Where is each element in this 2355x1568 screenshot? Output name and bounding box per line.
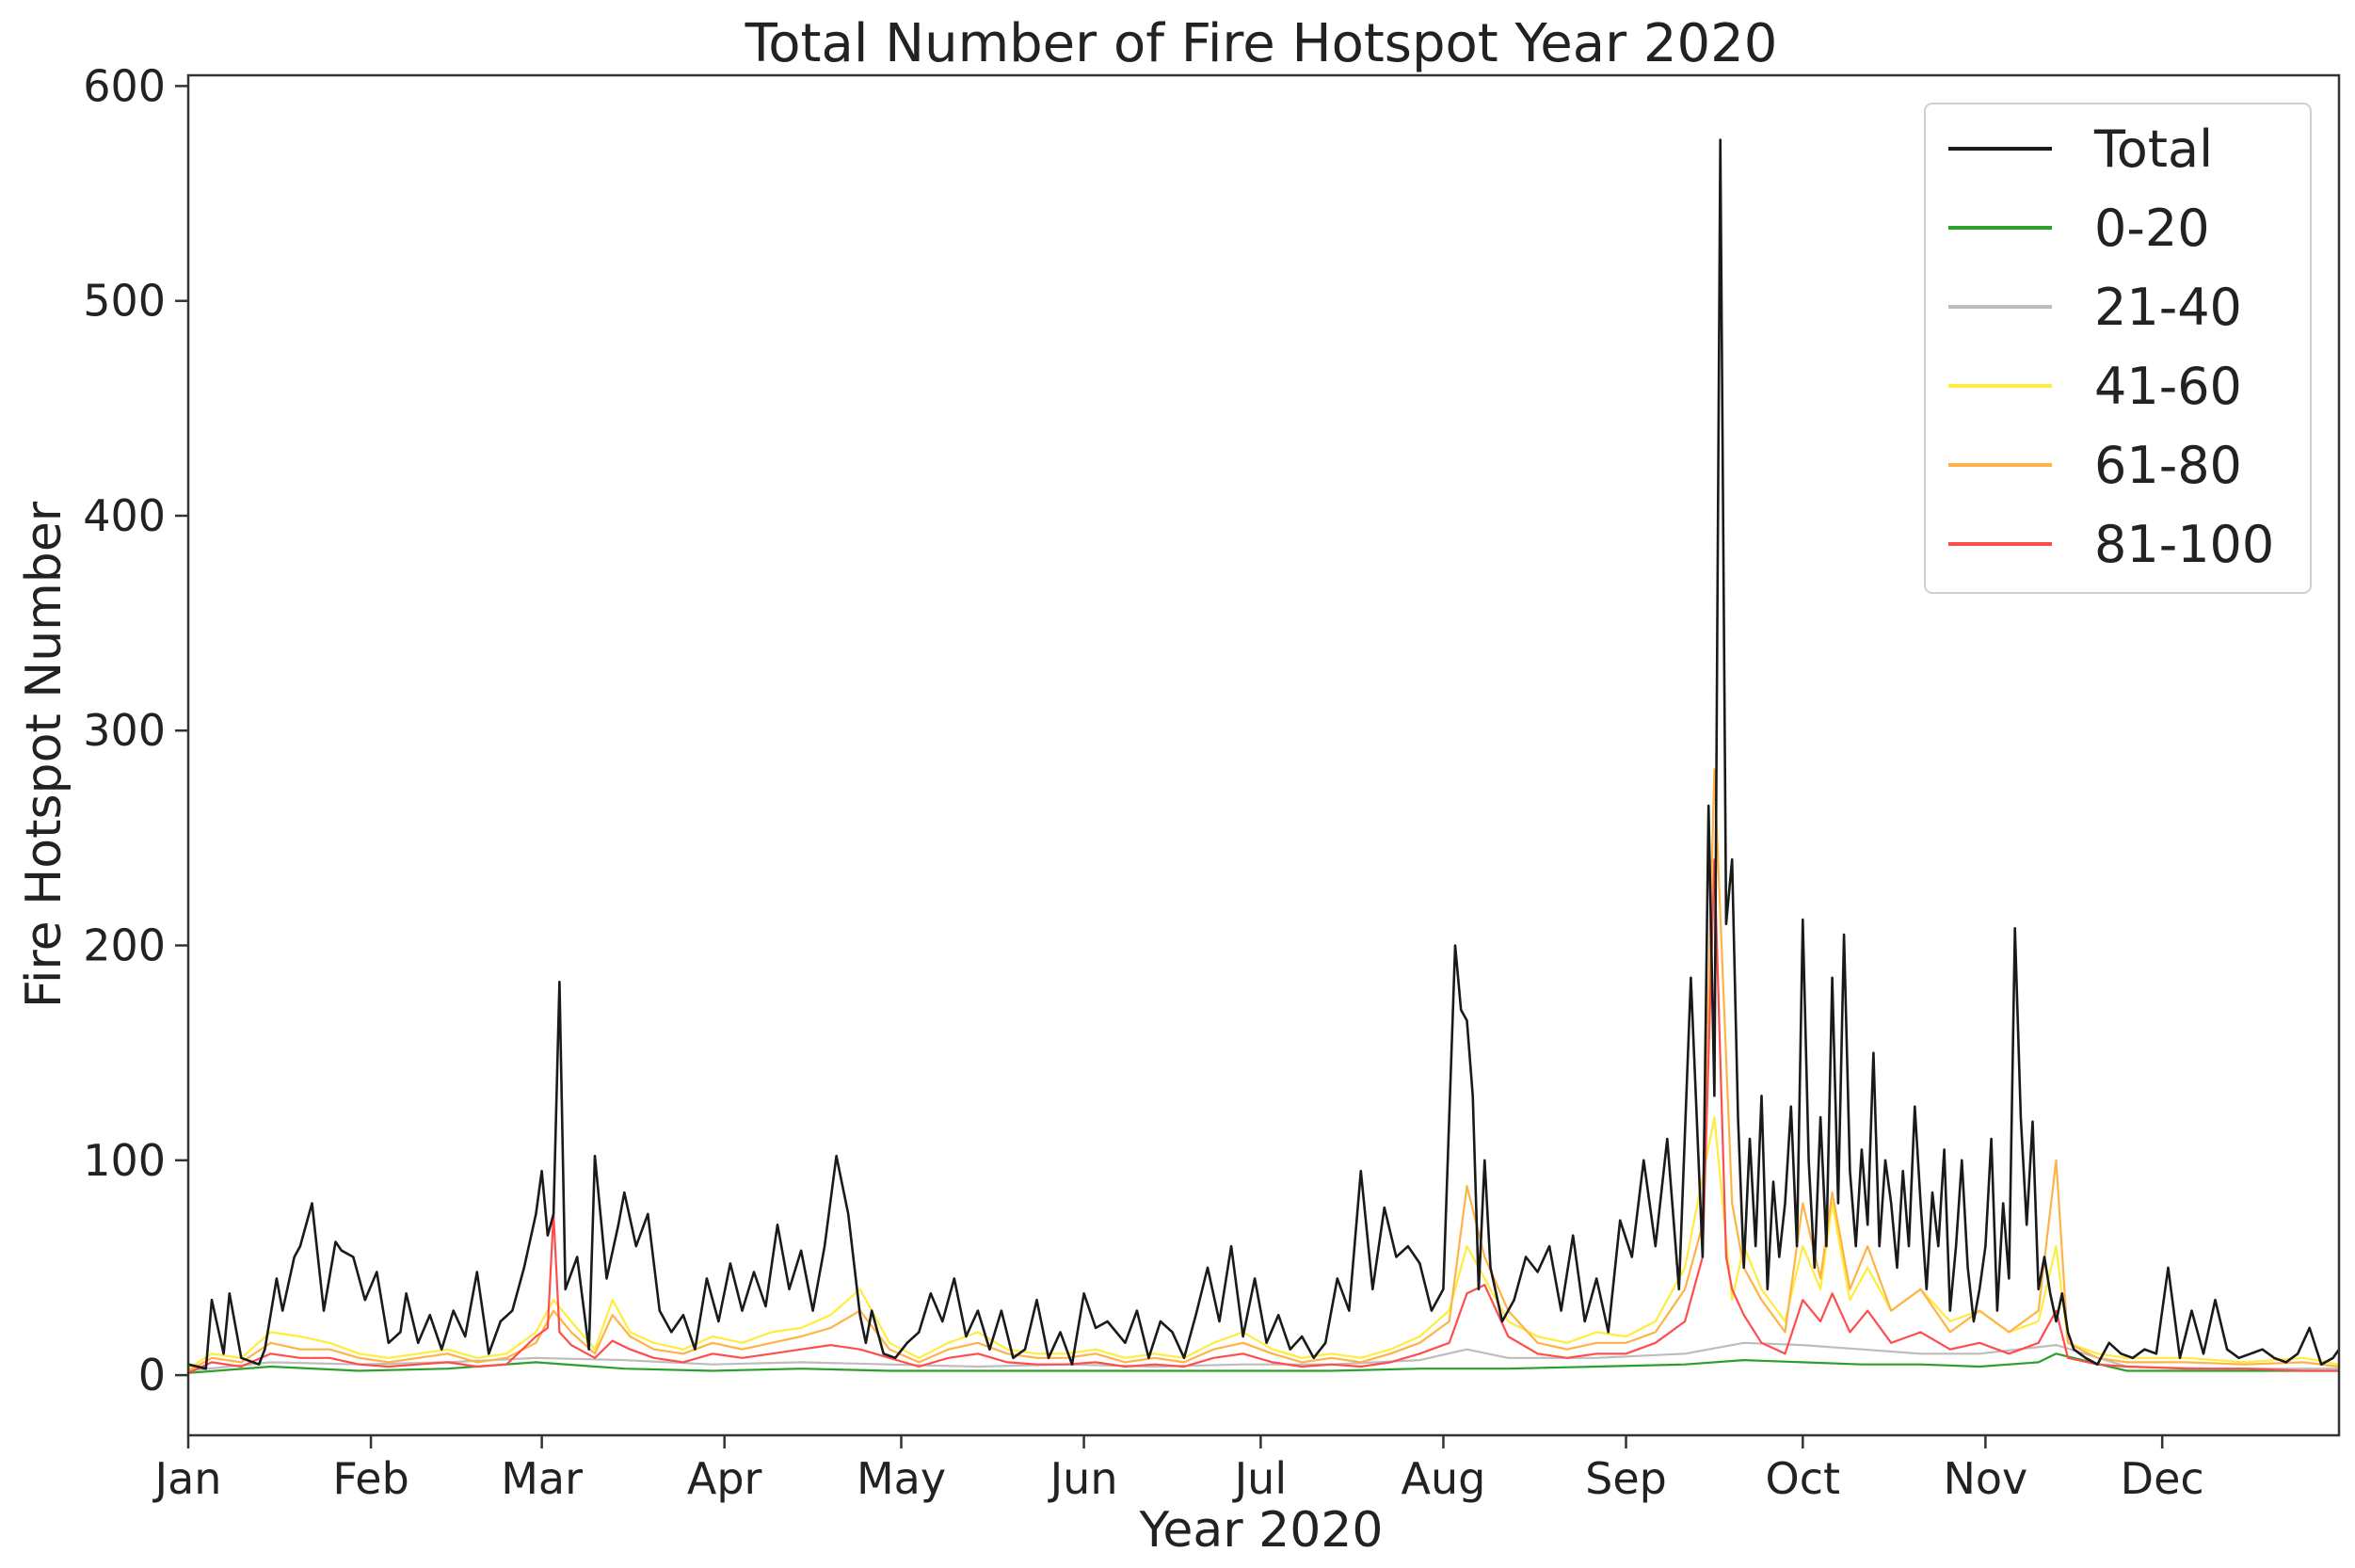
x-tick-label: Jun [1048,1453,1118,1504]
y-tick-label: 500 [83,276,166,327]
y-axis: 0 100 200 300 400 500 600 [83,60,188,1400]
y-tick-label: 400 [83,490,166,541]
series-line-total [187,138,2341,1370]
series-line-61-80 [187,768,2340,1372]
x-tick-label: Nov [1943,1453,2027,1504]
x-tick-label: Jul [1232,1453,1288,1504]
y-tick-label: 600 [83,60,166,111]
series-line-0-20 [187,1352,2339,1374]
x-tick-label: Dec [2121,1453,2204,1504]
x-tick-label: Apr [687,1453,762,1504]
y-tick-label: 100 [83,1135,166,1186]
plot-series [187,138,2341,1374]
y-tick-label: 300 [83,705,166,756]
chart-title: Total Number of Fire Hotspot Year 2020 [745,13,1778,74]
plot-frame [186,73,2341,1437]
y-tick-label: 0 [138,1350,166,1400]
legend-label: 0-20 [2094,199,2210,258]
legend-label: 61-80 [2094,436,2242,495]
x-tick-label: Jan [152,1453,222,1504]
x-tick-label: Mar [501,1453,583,1504]
legend-label: Total [2093,120,2213,179]
x-tick-label: Sep [1585,1453,1667,1504]
y-tick-label: 200 [83,920,166,971]
series-line-21-40 [187,1341,2339,1372]
legend-label: 81-100 [2094,515,2274,574]
x-tick-label: Aug [1402,1453,1486,1504]
x-tick-label: Oct [1766,1453,1841,1504]
legend: Total 0-20 21-40 41-60 61-80 81-100 [1924,103,2312,594]
x-tick-label: Feb [332,1453,409,1504]
legend-label: 41-60 [2094,357,2242,416]
x-axis: Jan Feb Mar Apr May Jun Jul Aug Sep Oct Nov Dec [152,1435,2204,1504]
legend-label: 21-40 [2094,278,2242,337]
x-tick-label: May [857,1453,946,1504]
y-axis-title: Fire Hotspot Number [16,501,72,1008]
series-line-81-100 [187,858,2339,1374]
x-axis-title: Year 2020 [1139,1502,1384,1559]
